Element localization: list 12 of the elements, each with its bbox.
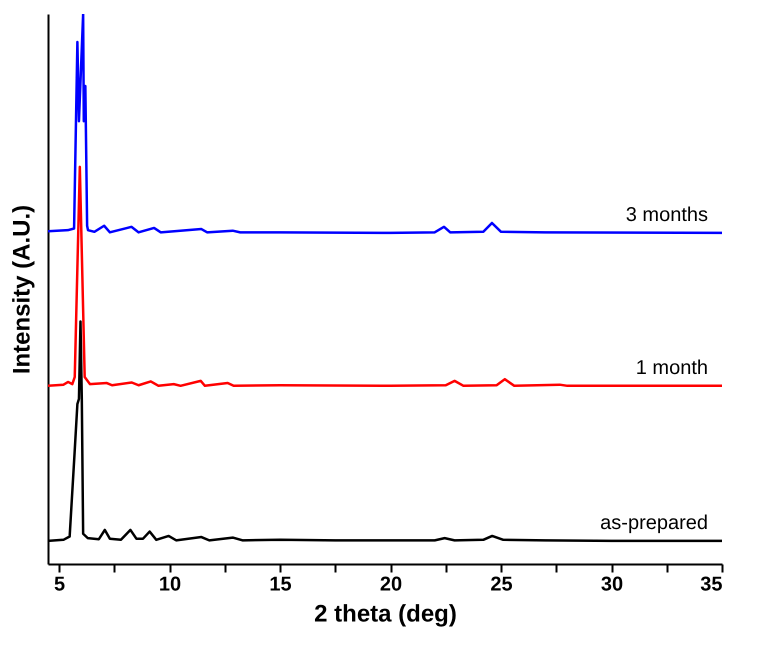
x-tick-label: 35 (700, 574, 722, 596)
x-tick-label: 25 (490, 574, 513, 596)
x-axis-title: 2 theta (deg) (314, 600, 457, 628)
x-tick-label: 5 (54, 574, 66, 596)
series-label: 3 months (626, 204, 708, 226)
series-label: as-prepared (600, 512, 708, 534)
x-tick-label: 20 (380, 574, 402, 596)
y-axis-title: Intensity (A.U.) (8, 204, 36, 374)
series-label: 1 month (636, 356, 708, 379)
x-tick-label: 15 (269, 574, 292, 596)
x-tick-label: 10 (158, 574, 182, 596)
x-tick-label: 30 (600, 574, 624, 596)
